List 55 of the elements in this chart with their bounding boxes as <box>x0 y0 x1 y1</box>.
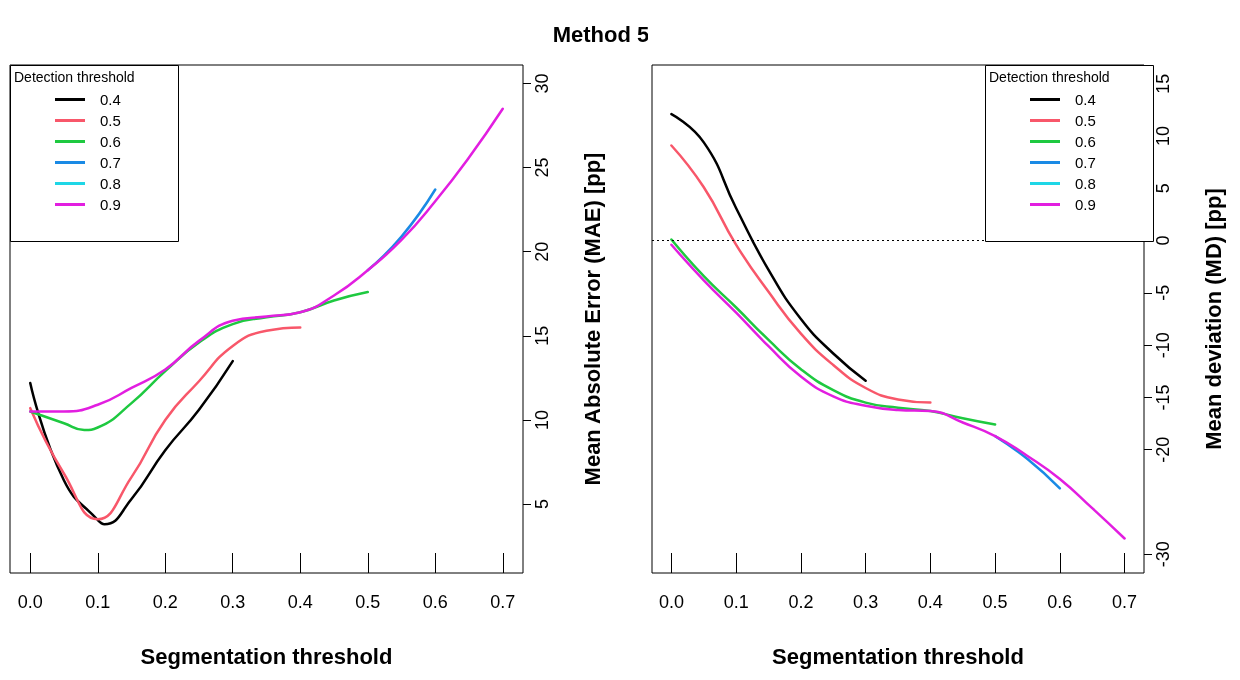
y-tick-label: 0 <box>1153 235 1173 246</box>
y-tick-label: 10 <box>1153 126 1173 147</box>
x-tick-label: 0.5 <box>355 592 381 612</box>
x-axis-title: Segmentation threshold <box>140 643 393 669</box>
line-series <box>29 359 234 526</box>
x-tick-label: 0.7 <box>1112 592 1138 612</box>
legend-label: 0.8 <box>100 175 121 192</box>
y-tick-label: -10 <box>1153 332 1173 359</box>
legend-title: Detection threshold <box>989 69 1110 85</box>
legend-title: Detection threshold <box>14 69 135 85</box>
legend-label: 0.7 <box>100 154 121 171</box>
legend-label: 0.9 <box>1075 196 1096 213</box>
y-tick-label: -5 <box>1153 284 1173 301</box>
y-tick-label: 10 <box>532 409 552 430</box>
y-tick-label: 15 <box>532 325 552 346</box>
legend-label: 0.5 <box>100 112 121 129</box>
legend-label: 0.6 <box>100 133 121 150</box>
x-tick-label: 0.6 <box>1047 592 1073 612</box>
y-tick-label: -15 <box>1153 384 1173 411</box>
x-tick-label: 0.1 <box>85 592 111 612</box>
x-tick-label: 0.1 <box>723 592 749 612</box>
legend-label: 0.8 <box>1075 175 1096 192</box>
y-axis-title: Mean Absolute Error (MAE) [pp] <box>579 152 605 486</box>
y-tick-label: 5 <box>1153 183 1173 194</box>
x-tick-label: 0.6 <box>422 592 448 612</box>
y-tick-label: 20 <box>532 241 552 262</box>
x-tick-label: 0.5 <box>982 592 1008 612</box>
x-tick-label: 0.3 <box>220 592 246 612</box>
y-tick-label: -20 <box>1153 436 1173 463</box>
legend-label: 0.9 <box>100 196 121 213</box>
y-tick-label: 5 <box>532 499 552 510</box>
x-tick-label: 0.4 <box>287 592 313 612</box>
line-series <box>29 326 302 521</box>
text: Method 5 <box>552 21 650 47</box>
y-tick-label: 15 <box>1153 73 1173 94</box>
x-axis-title: Segmentation threshold <box>772 643 1024 669</box>
y-tick-label: 25 <box>532 157 552 178</box>
line-series <box>670 243 1126 540</box>
x-tick-label: 0.2 <box>788 592 814 612</box>
line-series <box>29 107 504 413</box>
y-tick-label: -30 <box>1153 541 1173 568</box>
x-tick-label: 0.4 <box>917 592 943 612</box>
y-axis-title: Mean deviation (MD) [pp] <box>1200 188 1226 450</box>
x-tick-label: 0.2 <box>152 592 178 612</box>
legend-label: 0.4 <box>1075 91 1096 108</box>
y-tick-label: 30 <box>532 73 552 94</box>
x-tick-label: 0.0 <box>17 592 43 612</box>
legend-label: 0.5 <box>1075 112 1096 129</box>
legend-label: 0.6 <box>1075 133 1096 150</box>
x-tick-label: 0.3 <box>853 592 879 612</box>
x-tick-label: 0.0 <box>658 592 684 612</box>
legend-label: 0.4 <box>100 91 121 108</box>
legend-label: 0.7 <box>1075 154 1096 171</box>
x-tick-label: 0.7 <box>490 592 516 612</box>
line-series <box>670 144 932 404</box>
